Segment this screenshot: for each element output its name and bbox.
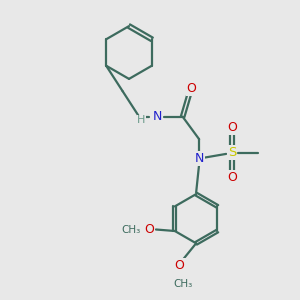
Text: H: H <box>137 115 146 125</box>
Text: O: O <box>227 121 237 134</box>
Text: O: O <box>144 223 154 236</box>
Text: O: O <box>187 82 196 95</box>
Text: CH₃: CH₃ <box>122 225 141 235</box>
Text: N: N <box>152 110 162 123</box>
Text: O: O <box>227 171 237 184</box>
Text: S: S <box>228 146 236 159</box>
Text: CH₃: CH₃ <box>173 279 192 289</box>
Text: O: O <box>175 259 184 272</box>
Text: N: N <box>194 152 204 165</box>
